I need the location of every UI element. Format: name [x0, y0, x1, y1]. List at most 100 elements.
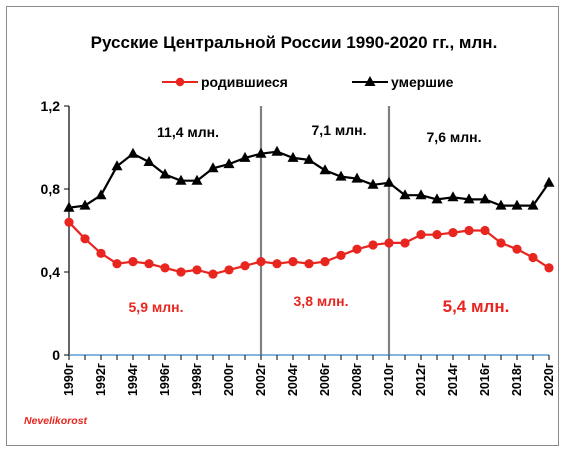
- x-tick-label: 2002г: [254, 363, 268, 396]
- data-point-born: [128, 257, 138, 267]
- data-point-died: [303, 153, 315, 164]
- x-tick-label: 2014г: [446, 363, 460, 396]
- data-point-born: [96, 248, 106, 258]
- x-tick-label: 1996г: [158, 363, 172, 396]
- data-point-born: [480, 225, 490, 236]
- data-point-died: [399, 189, 411, 200]
- x-tick-label: 1998г: [190, 363, 204, 396]
- annotation-born-2002-2010: 3,8 млн.: [294, 293, 349, 309]
- legend-marker-died: [364, 76, 376, 86]
- chart-title: Русские Центральной России 1990-2020 гг.…: [91, 33, 498, 52]
- credit-label: Nevelikorost: [24, 415, 88, 427]
- data-point-died: [239, 151, 251, 162]
- y-tick-label: 0,4: [41, 264, 61, 280]
- annotation-died-2010-2020: 7,6 млн.: [427, 129, 482, 145]
- data-point-died: [511, 199, 523, 210]
- annotation-died-2002-2010: 7,1 млн.: [312, 122, 367, 138]
- x-tick-label: 2010г: [382, 363, 396, 396]
- data-point-born: [368, 240, 378, 250]
- data-point-died: [79, 199, 91, 210]
- data-point-died: [351, 172, 363, 183]
- data-point-died: [191, 174, 203, 185]
- y-tick-label: 1,2: [41, 98, 61, 114]
- data-point-died: [159, 168, 171, 179]
- data-point-born: [400, 238, 410, 248]
- data-point-born: [256, 257, 266, 267]
- data-point-born: [384, 238, 394, 248]
- data-point-died: [223, 158, 235, 169]
- data-point-born: [448, 227, 458, 238]
- data-point-born: [496, 238, 506, 248]
- data-point-born: [432, 230, 442, 240]
- data-point-born: [80, 234, 90, 244]
- data-point-died: [111, 160, 123, 171]
- data-point-born: [144, 259, 154, 269]
- data-point-died: [63, 201, 75, 212]
- data-point-born: [304, 259, 314, 269]
- data-point-born: [192, 265, 202, 275]
- data-point-born: [464, 225, 474, 236]
- data-point-died: [143, 156, 155, 166]
- data-point-born: [352, 244, 362, 254]
- data-point-born: [544, 263, 554, 273]
- data-point-died: [543, 176, 555, 187]
- legend: родившиеся умершие: [162, 74, 454, 90]
- data-point-born: [112, 259, 122, 269]
- data-point-born: [64, 217, 74, 227]
- series-layer: [63, 145, 555, 279]
- data-point-died: [479, 193, 491, 204]
- data-point-died: [271, 145, 283, 156]
- data-point-born: [336, 250, 346, 260]
- legend-label-died: умершие: [391, 74, 454, 90]
- x-tick-label: 2016г: [478, 363, 492, 396]
- x-tick-label: 1992г: [94, 363, 108, 396]
- data-point-died: [383, 176, 395, 187]
- x-tick-label: 2012г: [414, 363, 428, 396]
- chart-frame: [6, 6, 559, 446]
- data-point-born: [512, 244, 522, 254]
- x-tick-label: 1994г: [126, 363, 140, 396]
- data-point-died: [527, 199, 539, 210]
- data-point-died: [367, 178, 379, 189]
- x-tick-label: 2006г: [318, 363, 332, 396]
- data-point-born: [224, 265, 234, 275]
- legend-marker-born: [175, 77, 185, 87]
- x-tick-label: 2020г: [542, 363, 556, 396]
- legend-label-born: родившиеся: [201, 74, 288, 90]
- annotations: 11,4 млн. 7,1 млн. 7,6 млн. 5,9 млн. 3,8…: [129, 122, 510, 316]
- data-point-died: [95, 189, 107, 200]
- data-point-born: [272, 259, 282, 269]
- x-tick-label: 2008г: [350, 363, 364, 396]
- axes: 0 0,4 0,8 1,2 1990г 1992г 1994г 1996г 1998г 2000г…: [41, 98, 556, 396]
- data-point-died: [415, 189, 427, 200]
- data-point-died: [287, 151, 299, 162]
- data-point-died: [319, 164, 331, 175]
- data-point-born: [240, 261, 250, 271]
- x-tick-label: 2004г: [286, 363, 300, 396]
- data-point-died: [447, 191, 459, 202]
- x-tick-label: 2000г: [222, 363, 236, 396]
- period-dividers: [259, 106, 391, 355]
- data-point-died: [335, 170, 347, 181]
- y-tick-label: 0,8: [41, 181, 61, 197]
- data-point-died: [431, 193, 443, 204]
- data-point-born: [320, 257, 330, 267]
- data-point-died: [495, 199, 507, 210]
- annotation-born-2010-2020: 5,4 млн.: [443, 297, 510, 316]
- data-point-born: [160, 263, 170, 273]
- data-point-born: [528, 252, 538, 263]
- data-point-died: [463, 193, 475, 204]
- x-tick-label: 2018г: [510, 363, 524, 396]
- data-point-died: [175, 174, 187, 185]
- data-point-born: [288, 257, 298, 267]
- annotation-born-1990-2002: 5,9 млн.: [129, 299, 184, 315]
- data-point-died: [127, 147, 139, 158]
- data-point-died: [207, 162, 219, 173]
- data-point-born: [416, 230, 426, 240]
- data-point-died: [255, 147, 267, 158]
- y-tick-label: 0: [52, 347, 60, 363]
- annotation-died-1990-2002: 11,4 млн.: [157, 124, 219, 140]
- data-point-born: [208, 269, 218, 279]
- data-point-born: [176, 267, 186, 277]
